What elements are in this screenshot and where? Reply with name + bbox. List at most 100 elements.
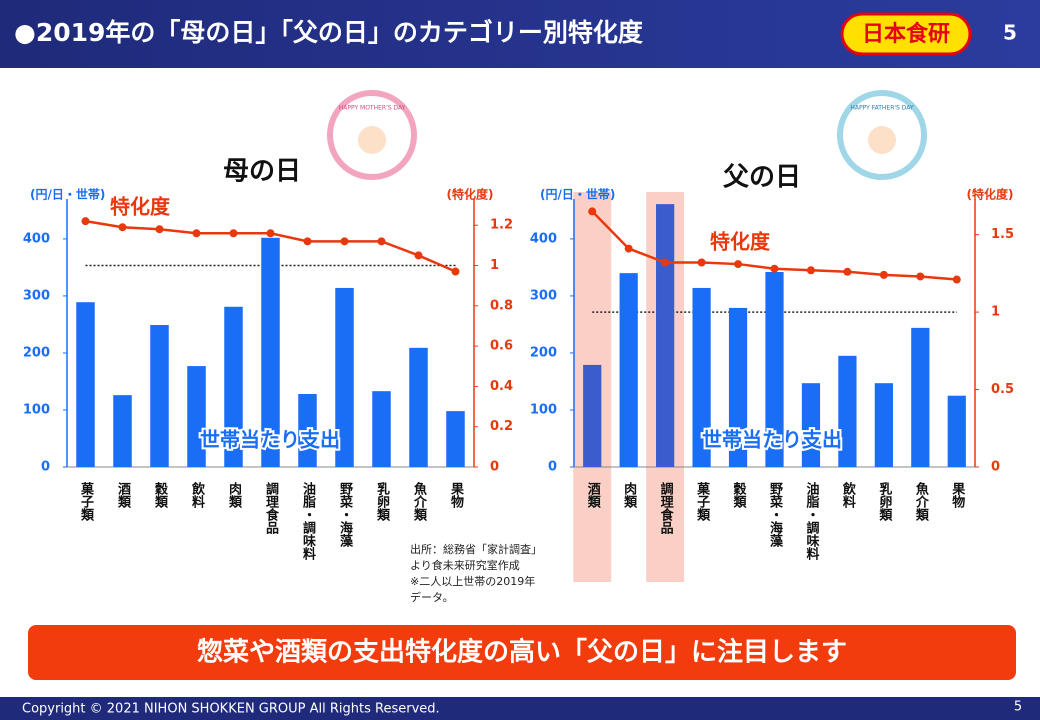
x-tick-label: 肉類 bbox=[621, 481, 638, 509]
source-line: 出所：総務省「家計調査」 bbox=[410, 542, 542, 556]
badge-text: HAPPY FATHER'S DAY bbox=[850, 105, 913, 112]
line-point bbox=[451, 267, 460, 276]
line-point bbox=[879, 270, 888, 279]
page-number: 5 bbox=[1003, 21, 1017, 45]
logo-badge bbox=[840, 12, 972, 56]
series-label: 特化度 bbox=[710, 230, 771, 254]
bar bbox=[801, 383, 821, 467]
x-tick-label: 飲料 bbox=[840, 481, 857, 509]
x-tick-label: 乳卵類 bbox=[876, 481, 893, 522]
series-label: 世帯当たり支出 bbox=[702, 428, 842, 452]
bar bbox=[874, 383, 893, 467]
y2-tick-label: 0.5 bbox=[991, 382, 1014, 397]
line-point bbox=[806, 266, 815, 275]
copyright: Copyright © 2021 NIHON SHOKKEN GROUP All… bbox=[22, 702, 440, 717]
footer-bar bbox=[0, 697, 1040, 720]
line-point bbox=[843, 267, 852, 276]
line-point bbox=[414, 251, 423, 260]
x-tick-label: 調理食品 bbox=[263, 481, 279, 535]
y-tick-label: 300 bbox=[23, 288, 50, 303]
line-point bbox=[118, 223, 127, 232]
line-point bbox=[734, 260, 743, 269]
x-tick-label: 魚介類 bbox=[913, 481, 930, 522]
line-point bbox=[952, 275, 961, 284]
x-tick-label: 野菜・海藻 bbox=[337, 482, 354, 548]
y2-axis-label: (特化度) bbox=[967, 187, 1014, 202]
source-line: ※二人以上世帯の2019年 bbox=[410, 574, 535, 588]
banner bbox=[28, 625, 1016, 680]
y2-tick-label: 0.4 bbox=[490, 379, 513, 394]
y2-tick-label: 0.6 bbox=[490, 339, 513, 354]
bar bbox=[583, 364, 602, 467]
logo: 日本食研 bbox=[862, 21, 950, 47]
bar bbox=[335, 287, 354, 467]
source-note: 出所：総務省「家計調査」 より食未来研究室作成 ※二人以上世帯の2019年 デー… bbox=[410, 542, 542, 604]
line-point bbox=[155, 225, 164, 234]
line-point bbox=[81, 217, 90, 226]
bar bbox=[298, 394, 317, 467]
y2-tick-label: 0.2 bbox=[490, 419, 513, 434]
line-point bbox=[624, 244, 633, 253]
y2-tick-label: 1.2 bbox=[490, 218, 513, 233]
x-tick-label: 菓子類 bbox=[694, 481, 711, 522]
y-axis-label: (円/日・世帯) bbox=[540, 187, 615, 202]
bar bbox=[372, 391, 391, 467]
x-tick-label: 飲料 bbox=[189, 481, 206, 509]
line-point bbox=[916, 272, 925, 281]
line-point bbox=[266, 229, 275, 238]
chart-title: 父の日 bbox=[723, 163, 801, 193]
x-tick-label: 菓子類 bbox=[78, 481, 95, 522]
y-tick-label: 400 bbox=[23, 231, 50, 246]
line-point bbox=[697, 258, 706, 267]
line-point bbox=[340, 237, 349, 246]
y-tick-label: 0 bbox=[41, 460, 50, 475]
bar bbox=[728, 307, 748, 467]
chart-title: 母の日 bbox=[223, 157, 301, 187]
banner-text: 惣菜や酒類の支出特化度の高い「父の日」に注目します bbox=[197, 637, 847, 668]
line-point bbox=[661, 258, 670, 267]
source-line: より食未来研究室作成 bbox=[410, 558, 520, 572]
bar bbox=[838, 355, 857, 467]
y-tick-label: 0 bbox=[548, 460, 557, 475]
line-point bbox=[770, 264, 779, 273]
y-tick-label: 200 bbox=[23, 345, 50, 360]
y-tick-label: 100 bbox=[530, 402, 557, 417]
bar bbox=[692, 287, 711, 467]
x-tick-label: 肉類 bbox=[226, 481, 243, 509]
slide-title: ●2019年の「母の日」「父の日」のカテゴリー別特化度 bbox=[14, 18, 643, 47]
bar bbox=[113, 395, 132, 467]
line-point bbox=[588, 207, 597, 216]
bar bbox=[947, 395, 966, 467]
series-label: 世帯当たり支出 bbox=[200, 428, 340, 452]
bar bbox=[76, 302, 95, 467]
source-line: データ。 bbox=[410, 590, 454, 604]
y-tick-label: 200 bbox=[530, 345, 557, 360]
y2-tick-label: 0.8 bbox=[490, 298, 513, 313]
x-tick-label: 油脂・調味料 bbox=[803, 481, 820, 561]
bar bbox=[224, 306, 243, 467]
face bbox=[358, 126, 386, 154]
y2-tick-label: 1 bbox=[490, 258, 499, 273]
bar bbox=[765, 271, 784, 467]
face bbox=[868, 126, 896, 154]
x-tick-label: 油脂・調味料 bbox=[300, 481, 317, 561]
x-tick-label: 乳卵類 bbox=[374, 481, 391, 522]
bar bbox=[187, 366, 206, 467]
x-tick-label: 酒類 bbox=[585, 482, 602, 509]
y2-axis-label: (特化度) bbox=[447, 187, 494, 202]
bar bbox=[656, 204, 675, 468]
y-axis-label: (円/日・世帯) bbox=[30, 187, 105, 202]
y2-tick-label: 0 bbox=[490, 460, 499, 475]
bar bbox=[150, 325, 169, 467]
y-tick-label: 300 bbox=[530, 288, 557, 303]
bar bbox=[446, 411, 465, 467]
line-point bbox=[377, 237, 386, 246]
y2-tick-label: 1.5 bbox=[991, 227, 1014, 242]
y2-tick-label: 1 bbox=[991, 305, 1000, 320]
x-tick-label: 穀類 bbox=[731, 481, 748, 509]
bar bbox=[261, 237, 280, 467]
bar bbox=[409, 347, 428, 467]
x-tick-label: 魚介類 bbox=[411, 481, 428, 522]
x-tick-label: 果物 bbox=[448, 482, 465, 509]
